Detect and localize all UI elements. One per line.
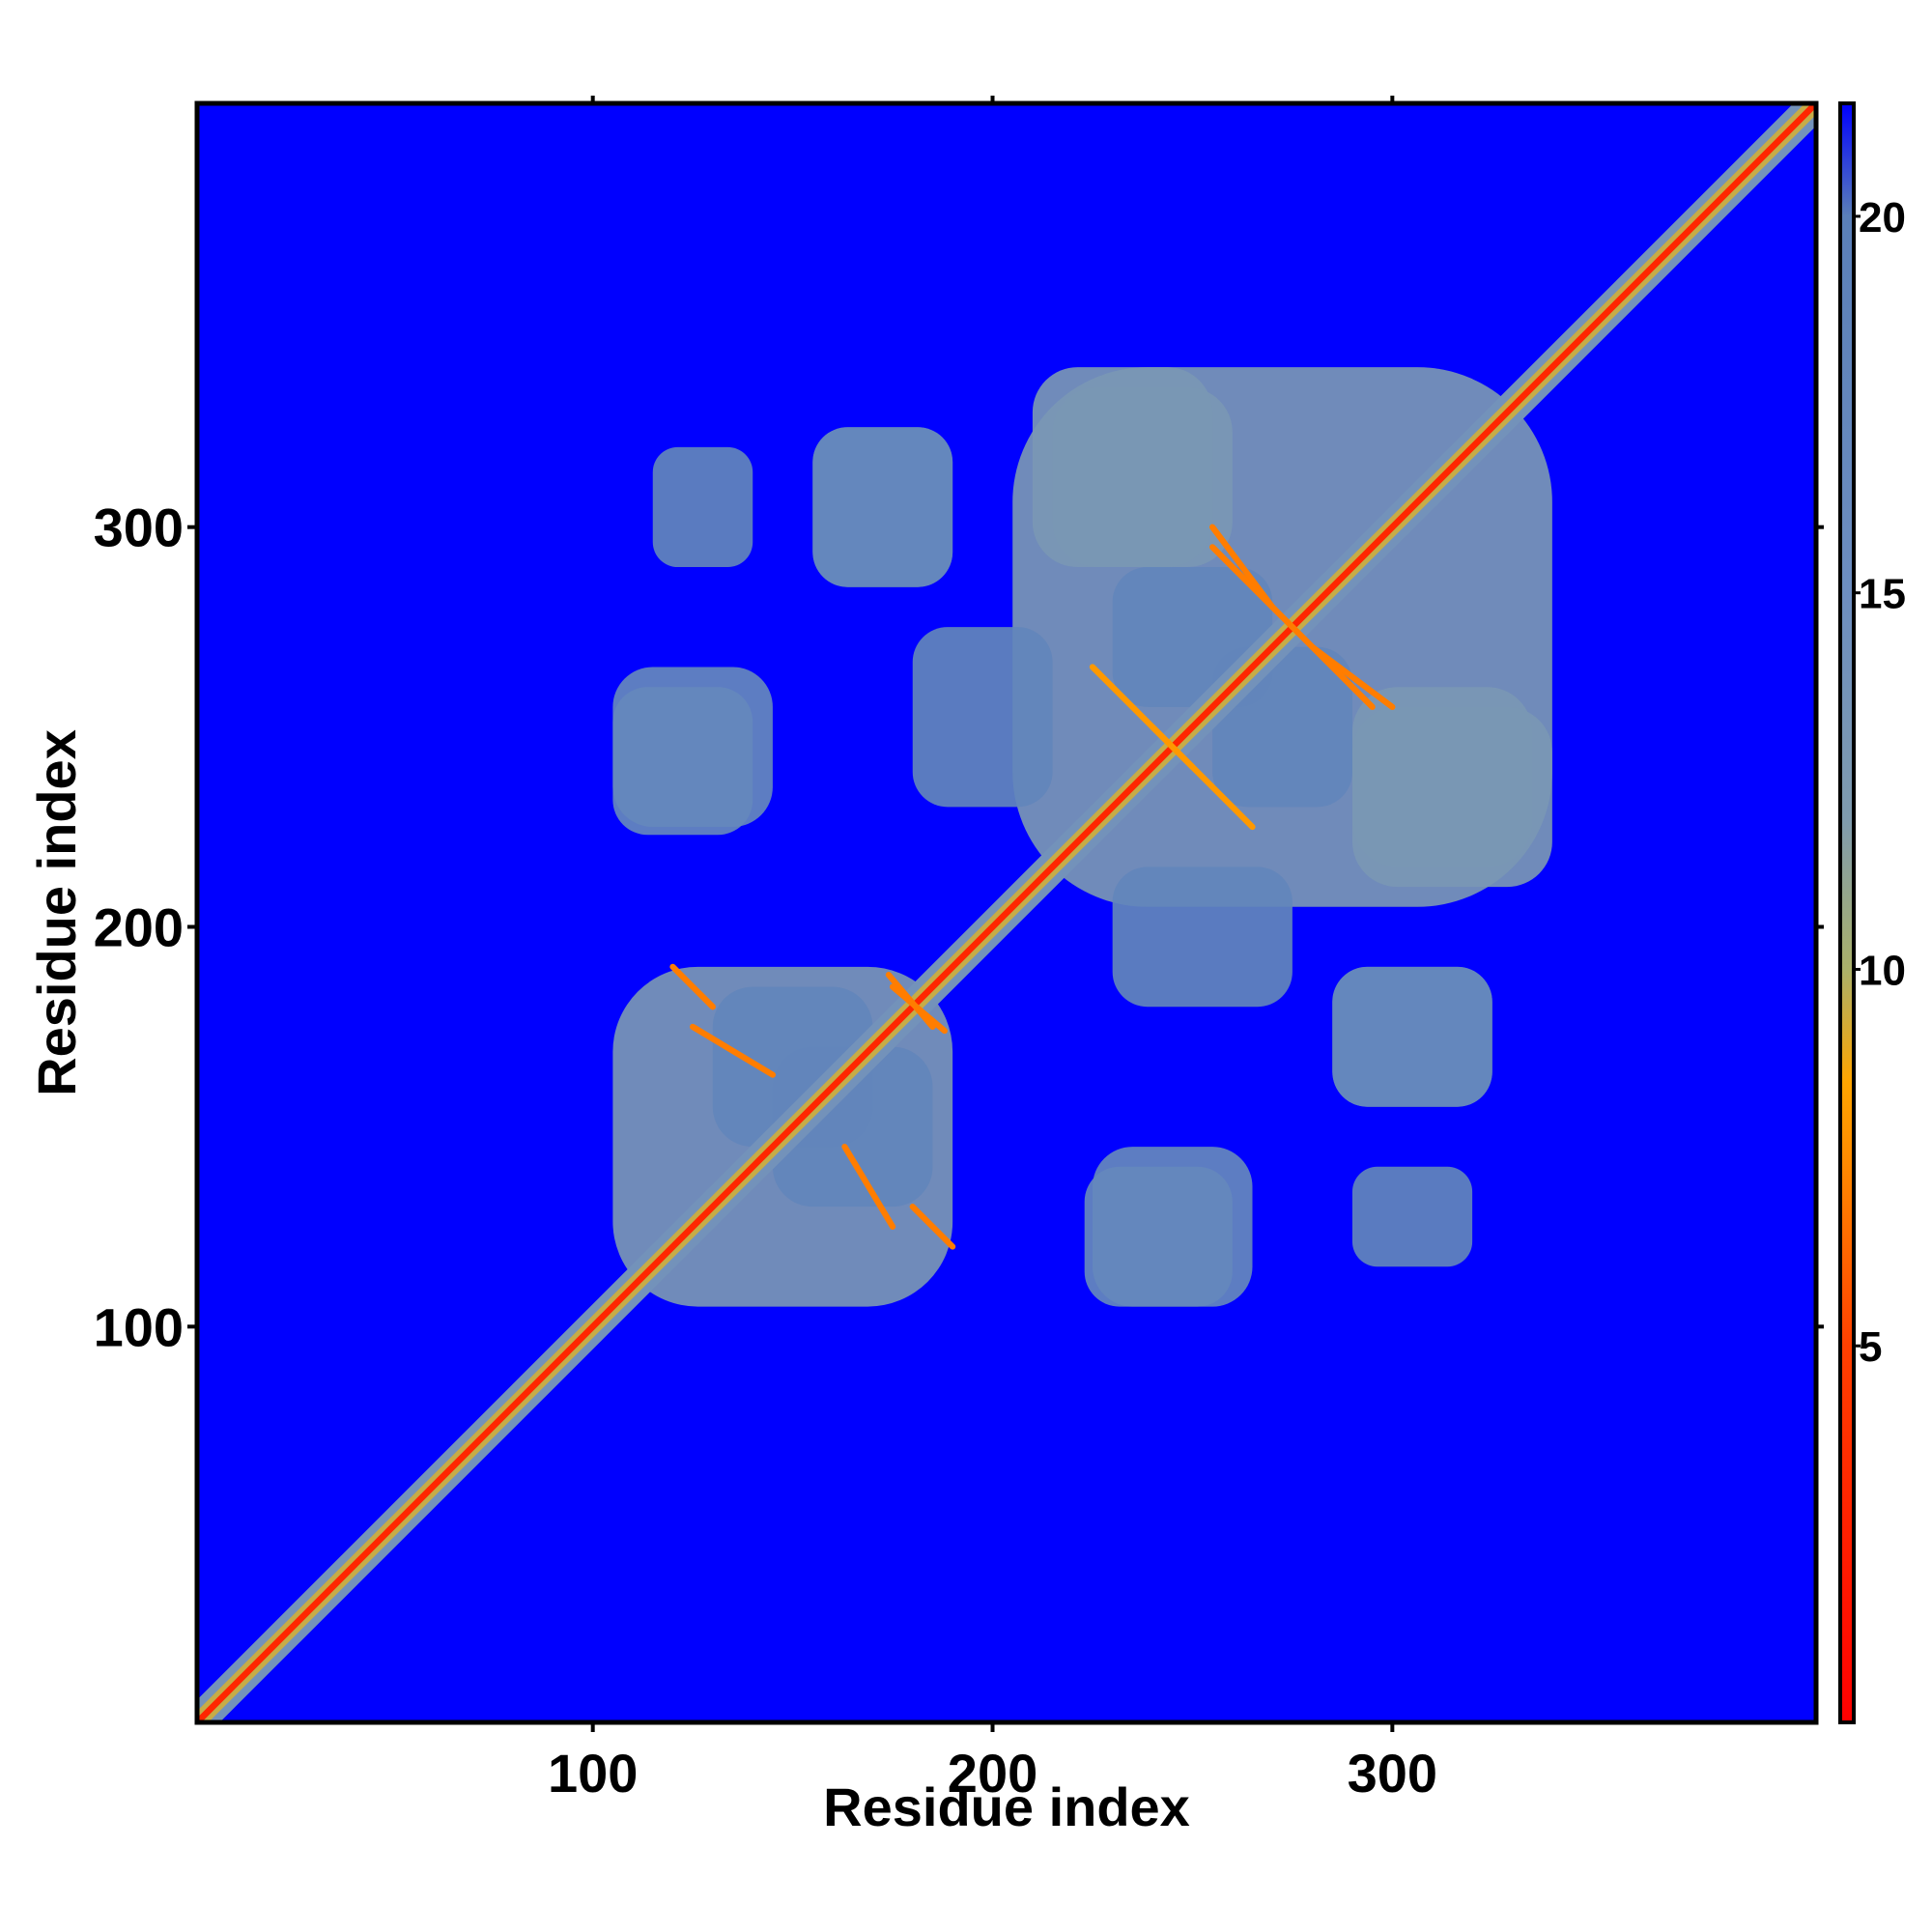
- contact-region: [1351, 1166, 1473, 1267]
- diagonal-core: [197, 103, 1816, 1722]
- contact-region: [1332, 966, 1492, 1107]
- x-axis-ticks: 100 200 300: [548, 96, 1437, 1804]
- contact-region: [612, 667, 773, 828]
- colorbar-tick-label: 15: [1859, 571, 1906, 618]
- colorbar-tick-label: 20: [1859, 194, 1906, 242]
- contact-region: [1092, 1147, 1253, 1307]
- y-tick-label: 200: [94, 896, 184, 957]
- antiparallel-contact: [885, 972, 936, 1031]
- antiparallel-contact: [1289, 624, 1376, 710]
- colorbar-tick-label: 10: [1859, 947, 1906, 994]
- colorbar: [1838, 101, 1856, 1724]
- y-tick-label: 100: [94, 1296, 184, 1357]
- contact-region: [812, 427, 953, 587]
- contact-region: [1351, 706, 1552, 888]
- x-tick-label: 200: [948, 1743, 1037, 1804]
- y-axis-title: Residue index: [26, 729, 87, 1096]
- colorbar-ticks: 5 10 15 20: [1854, 194, 1906, 1371]
- x-tick-label: 300: [1348, 1743, 1437, 1804]
- antiparallel-contact: [909, 1204, 956, 1250]
- antiparallel-contact: [669, 963, 716, 1010]
- antiparallel-contact: [1209, 544, 1295, 631]
- x-axis-title: Residue index: [823, 1776, 1190, 1837]
- y-axis-ticks: 100 200 300: [94, 497, 1824, 1357]
- colorbar-tick-label: 5: [1859, 1323, 1882, 1371]
- antiparallel-contact: [841, 1143, 896, 1230]
- contact-region: [1032, 367, 1213, 568]
- heatmap-cells: [197, 103, 1816, 1722]
- antiparallel-contact: [1149, 724, 1256, 831]
- contact-region: [652, 446, 753, 568]
- y-tick-label: 300: [94, 497, 184, 558]
- antiparallel-contact: [690, 1023, 777, 1078]
- x-tick-label: 100: [548, 1743, 638, 1804]
- plot-frame: [194, 100, 1819, 1725]
- contact-region: [912, 627, 1053, 808]
- contact-region: [1112, 867, 1293, 1008]
